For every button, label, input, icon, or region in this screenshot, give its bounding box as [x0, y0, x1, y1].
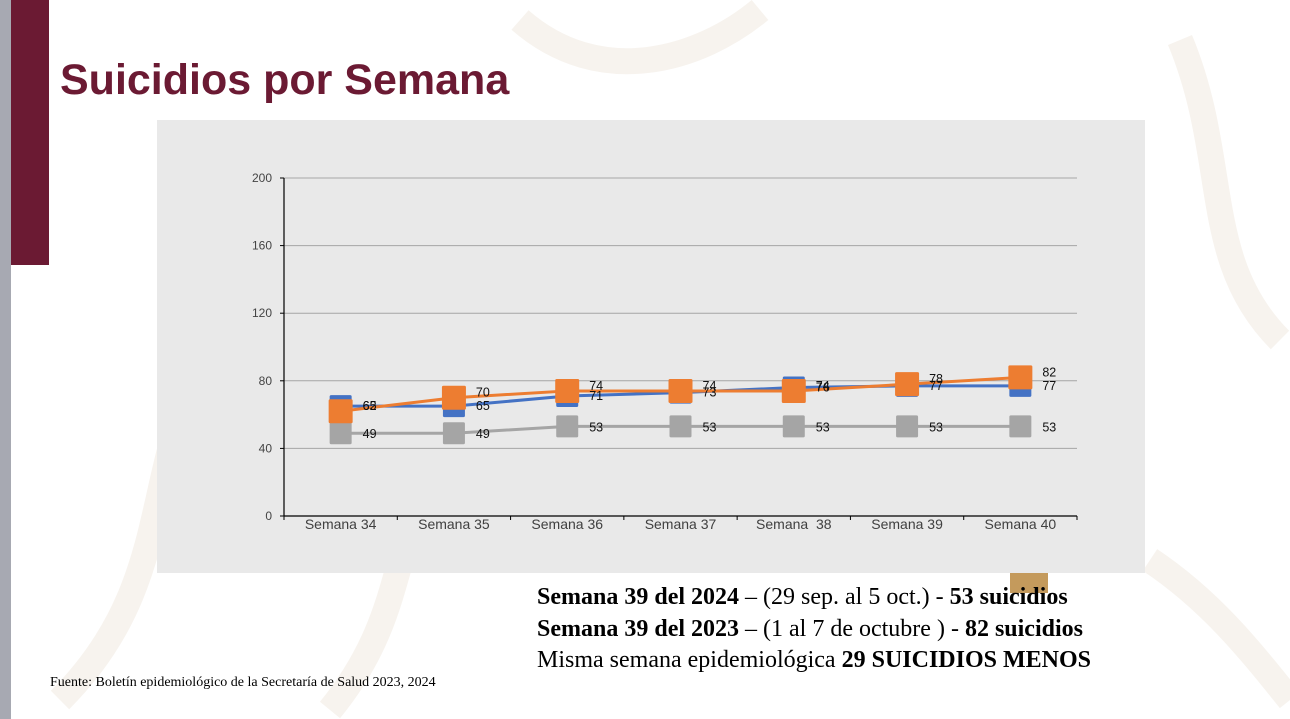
series-1-point [895, 372, 920, 397]
data-label: 71 [589, 389, 603, 403]
x-tick-label: Semana 35 [418, 516, 490, 532]
series-1-point [441, 385, 466, 410]
grid-layer [284, 177, 1077, 449]
left-gray-bar [0, 0, 11, 719]
gold-accent-block [1010, 573, 1048, 593]
data-label: 49 [363, 427, 377, 441]
data-label: 74 [589, 379, 603, 393]
series-2-point [442, 422, 465, 445]
series-1-point [1008, 365, 1033, 390]
y-tick-label: 80 [259, 374, 273, 388]
y-tick-label: 200 [252, 171, 272, 185]
data-label: 77 [1042, 379, 1056, 393]
series-2-point [1009, 415, 1032, 438]
x-tick-label: Semana 36 [531, 516, 603, 532]
series-layer [328, 365, 1033, 445]
summary-2024-count: 53 suicidios [949, 584, 1068, 610]
y-tick-label: 160 [252, 239, 272, 253]
summary-difference-emphasis: 29 SUICIDIOS MENOS [841, 647, 1091, 673]
x-tick-label: Semana 40 [985, 516, 1057, 532]
series-1-point [668, 378, 693, 403]
chart-panel: 0 40 80 120 160 200 Semana 34 Semana 35 Semana 3… [157, 120, 1145, 573]
slide-title: Suicidios por Semana [60, 56, 510, 104]
summary-2023-label: Semana 39 del 2023 [537, 615, 740, 642]
series-2-point [669, 415, 692, 438]
data-label: 73 [703, 386, 717, 400]
series-2-point [556, 415, 579, 438]
summary-2024-dates: – (29 sep. al 5 oct.) - [739, 584, 950, 610]
series-1-point [781, 378, 806, 403]
series-1-point [328, 399, 353, 424]
source-note: Fuente: Boletín epidemiológico de la Sec… [50, 675, 436, 690]
summary-block: Semana 39 del 2024 – (29 sep. al 5 oct.)… [537, 582, 1091, 677]
data-label: 74 [816, 379, 830, 393]
data-label: 49 [476, 427, 490, 441]
data-label: 78 [929, 372, 943, 386]
data-label: 53 [703, 420, 717, 434]
x-tick-label: Semana 38 [756, 516, 832, 532]
data-label: 76 [816, 381, 830, 395]
label-layer: 49 49 53 53 53 53 53 65 65 71 73 76 77 77 62 70 74 74 74 78… [363, 365, 1057, 441]
series-2-point [329, 422, 352, 445]
series-1-point [555, 378, 580, 403]
data-label: 53 [589, 420, 603, 434]
x-tick-label: Semana 39 [871, 516, 943, 532]
series-2-point [782, 415, 805, 438]
summary-line-2023: Semana 39 del 2023 – (1 al 7 de octubre … [537, 614, 1091, 646]
y-tick-label: 40 [259, 441, 273, 455]
axis-layer: 0 40 80 120 160 200 Semana 34 Semana 35 Semana 3… [252, 171, 1078, 532]
summary-difference-text: Misma semana epidemiológica [537, 647, 842, 673]
data-label: 74 [703, 379, 717, 393]
x-tick-label: Semana 37 [645, 516, 717, 532]
y-tick-label: 0 [265, 509, 272, 523]
summary-2023-count: 82 suicidios [964, 615, 1083, 642]
series-2-point [896, 415, 919, 438]
data-label: 82 [1042, 365, 1056, 379]
data-label: 65 [476, 399, 490, 413]
y-tick-label: 120 [252, 306, 272, 320]
data-label: 65 [363, 399, 377, 413]
x-tick-label: Semana 34 [305, 516, 377, 532]
data-label: 62 [363, 399, 377, 413]
line-chart: 0 40 80 120 160 200 Semana 34 Semana 35 Semana 3… [252, 171, 1078, 532]
data-label: 53 [816, 420, 830, 434]
data-label: 53 [929, 420, 943, 434]
data-label: 70 [476, 386, 490, 400]
data-label: 53 [1042, 420, 1056, 434]
summary-2024-label: Semana 39 del 2024 [537, 584, 740, 610]
data-label: 77 [929, 379, 943, 393]
summary-2023-dates: – (1 al 7 de octubre ) - [739, 615, 965, 642]
summary-line-2024: Semana 39 del 2024 – (29 sep. al 5 oct.)… [537, 582, 1091, 614]
summary-line-difference: Misma semana epidemiológica 29 SUICIDIOS… [537, 645, 1091, 677]
left-maroon-bar [11, 0, 49, 265]
